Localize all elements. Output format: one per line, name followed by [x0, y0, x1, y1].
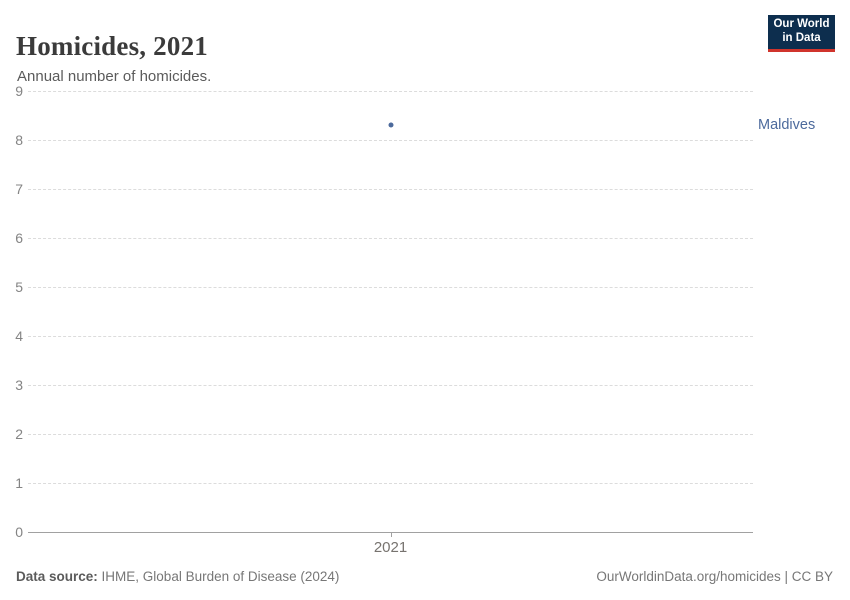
- data-point-maldives[interactable]: [388, 122, 393, 128]
- owid-logo-line2: in Data: [782, 32, 821, 44]
- data-source-value: IHME, Global Burden of Disease (2024): [101, 569, 340, 584]
- owid-logo[interactable]: Our World in Data: [768, 15, 835, 52]
- x-tick-label: 2021: [373, 538, 408, 556]
- data-source-label: Data source:: [16, 569, 98, 584]
- y-tick-label: 6: [15, 229, 23, 246]
- gridline: [28, 384, 753, 386]
- gridline: [28, 433, 753, 435]
- license-link[interactable]: OurWorldinData.org/homicides | CC BY: [596, 569, 833, 584]
- y-tick-label: 1: [15, 474, 23, 491]
- page-title: Homicides, 2021: [16, 31, 208, 62]
- gridline: [28, 482, 753, 484]
- entity-label-maldives[interactable]: Maldives: [758, 117, 816, 134]
- data-source-note: Data source: IHME, Global Burden of Dise…: [16, 569, 339, 584]
- x-tick-mark: [390, 531, 392, 537]
- y-tick-label: 7: [15, 180, 23, 197]
- y-tick-label: 0: [15, 523, 23, 540]
- y-tick-label: 5: [15, 278, 23, 295]
- y-tick-label: 9: [15, 83, 23, 99]
- y-tick-label: 8: [15, 131, 23, 148]
- y-tick-label: 3: [15, 376, 23, 393]
- y-tick-label: 4: [15, 327, 23, 344]
- owid-logo-line1: Our World: [773, 18, 830, 31]
- chart-subtitle: Annual number of homicides.: [17, 68, 212, 85]
- gridline: [28, 188, 753, 190]
- gridline: [28, 286, 753, 288]
- y-tick-label: 2: [15, 425, 23, 442]
- gridline: [28, 139, 753, 141]
- gridline: [28, 91, 753, 92]
- gridline: [28, 335, 753, 337]
- gridline: [28, 237, 753, 239]
